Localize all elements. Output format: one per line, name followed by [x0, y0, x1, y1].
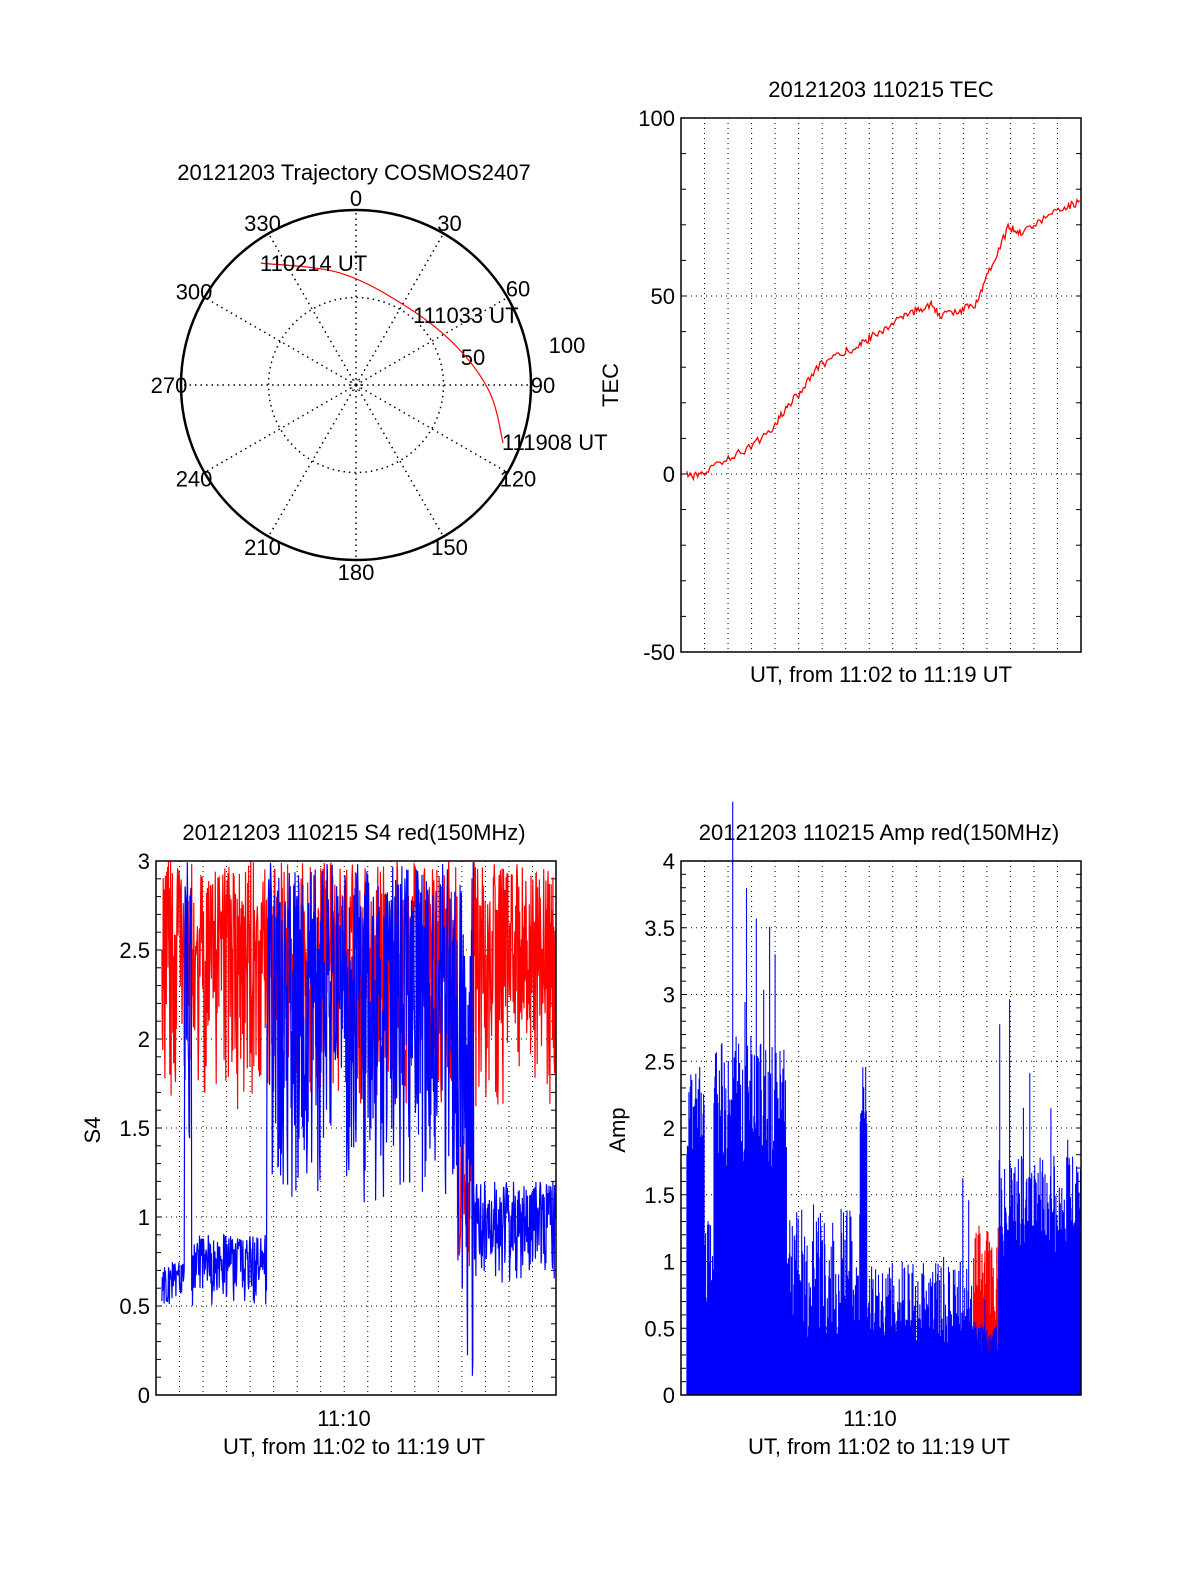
polar-outer-circle — [179, 208, 533, 562]
polar-angle-label: 330 — [244, 211, 281, 236]
polar-angle-label: 0 — [350, 186, 362, 211]
s4-ytick-label: 1 — [138, 1205, 150, 1230]
s4-ylabel: S4 — [80, 1117, 105, 1144]
amp-ytick-label: 0 — [663, 1383, 675, 1408]
polar-radial-label: 100 — [549, 333, 586, 358]
s4-ytick-label: 2 — [138, 1027, 150, 1052]
s4-plot: 20121203 110215 S4 red(150MHz) 11:10 UT,… — [80, 820, 557, 1459]
polar-angle-label: 60 — [506, 277, 530, 302]
s4-ytick-label: 1.5 — [119, 1116, 150, 1141]
amp-ylabel: Amp — [605, 1107, 630, 1152]
polar-title: 20121203 Trajectory COSMOS2407 — [177, 160, 530, 185]
s4-ytick-label: 2.5 — [119, 938, 150, 963]
s4-series-blue — [161, 862, 557, 1376]
amp-ytick-label: 4 — [663, 849, 675, 874]
s4-ytick-label: 0.5 — [119, 1294, 150, 1319]
amp-series-blue — [686, 801, 1082, 1395]
tec-xlabel: UT, from 11:02 to 11:19 UT — [750, 662, 1012, 687]
amp-frame — [680, 860, 1082, 1396]
tec-ytick-label: -50 — [643, 640, 675, 665]
s4-frame — [155, 860, 557, 1396]
amp-ytick-label: 1.5 — [644, 1183, 675, 1208]
amp-ytick-label: 0.5 — [644, 1316, 675, 1341]
polar-angle-label: 180 — [338, 560, 375, 585]
polar-ring-50 — [267, 296, 445, 474]
tec-title: 20121203 110215 TEC — [768, 77, 994, 102]
amp-ytick-label: 2.5 — [644, 1049, 675, 1074]
polar-angle-label: 300 — [176, 280, 213, 305]
amp-ytick-label: 3 — [663, 983, 675, 1008]
tec-frame — [680, 117, 1082, 653]
trajectory-start-label: 110214 UT — [260, 251, 367, 276]
amp-ytick-label: 2 — [663, 1116, 675, 1141]
s4-xlabel: UT, from 11:02 to 11:19 UT — [223, 1434, 485, 1459]
amp-ytick-label: 3.5 — [644, 916, 675, 941]
trajectory-end-label: 111908 UT — [502, 430, 608, 455]
tec-ytick-label: 100 — [638, 106, 675, 131]
tec-ytick-label: 50 — [651, 284, 675, 309]
amp-plot: 20121203 110215 Amp red(150MHz) 11:10 UT… — [605, 801, 1082, 1459]
polar-spoke — [204, 384, 357, 474]
amp-xtick-label: 11:10 — [843, 1406, 896, 1431]
polar-angle-label: 120 — [500, 467, 537, 492]
polar-angle-label: 150 — [431, 535, 468, 560]
s4-ytick-label: 3 — [138, 849, 150, 874]
s4-title: 20121203 110215 S4 red(150MHz) — [182, 820, 525, 845]
trajectory-mid-label: 111033 UT — [413, 303, 519, 328]
polar-angle-label: 90 — [531, 373, 555, 398]
s4-ytick-label: 0 — [138, 1383, 150, 1408]
polar-spoke — [267, 384, 357, 537]
tec-series-line — [686, 198, 1081, 482]
polar-spoke — [355, 384, 445, 537]
polar-angle-label: 30 — [437, 211, 461, 236]
tec-plot: 20121203 110215 TEC UT, from 11:02 to 11… — [598, 77, 1082, 687]
amp-ytick-label: 1 — [663, 1250, 675, 1275]
tec-ylabel: TEC — [598, 363, 623, 407]
s4-xtick-label: 11:10 — [317, 1406, 370, 1431]
amp-xlabel: UT, from 11:02 to 11:19 UT — [748, 1434, 1010, 1459]
polar-center — [350, 379, 362, 391]
amp-title: 20121203 110215 Amp red(150MHz) — [699, 820, 1059, 845]
polar-angle-label: 270 — [151, 373, 188, 398]
polar-spoke — [355, 384, 508, 474]
polar-trajectory-plot: 20121203 Trajectory COSMOS2407 0 30 60 90 12… — [151, 160, 608, 585]
polar-angle-label: 240 — [176, 467, 213, 492]
trajectory-line — [260, 262, 504, 444]
polar-angle-label: 210 — [244, 535, 281, 560]
tec-ytick-label: 0 — [663, 462, 675, 487]
